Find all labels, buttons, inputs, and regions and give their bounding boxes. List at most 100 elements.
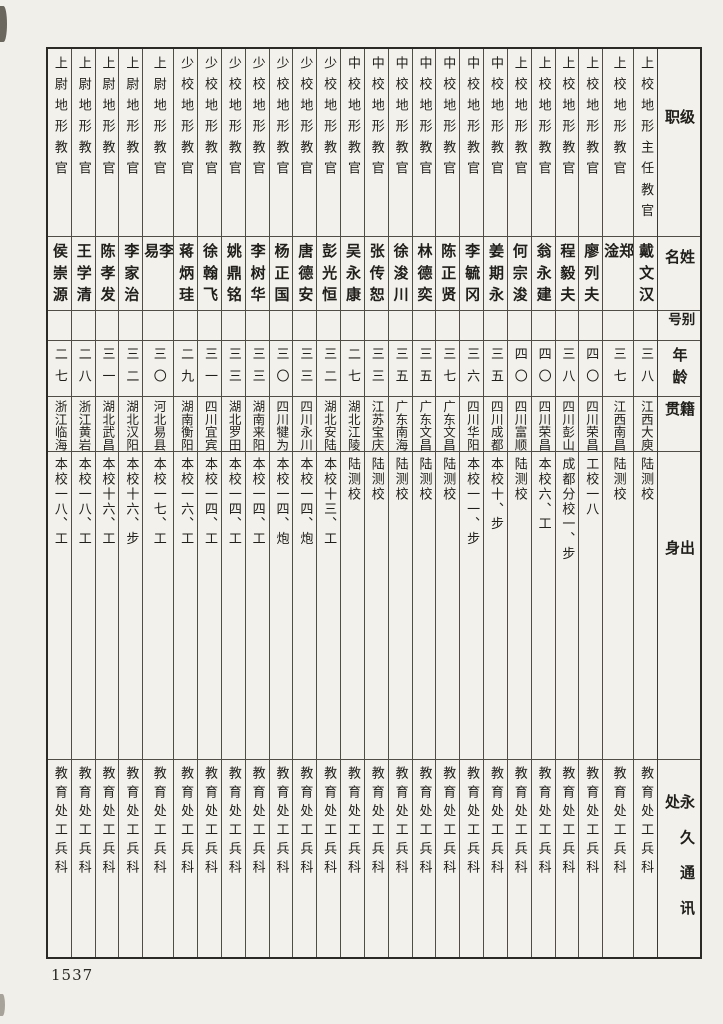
- rank-cell: 上尉地形教官: [47, 49, 71, 237]
- rank-cell: 中校地形教官: [364, 49, 388, 237]
- origin-cell: 本校一六、工: [174, 452, 198, 760]
- native-place-cell: 四川荣昌: [579, 397, 603, 452]
- origin-cell: 陆测校: [507, 452, 531, 760]
- age-cell-text: 二七: [344, 347, 360, 392]
- header-address: 永久通讯处: [658, 760, 700, 957]
- origin-cell: 本校十、步: [484, 452, 507, 760]
- age-cell-text: 四〇: [583, 347, 599, 392]
- name-cell: 姜期永: [484, 237, 507, 311]
- native-place-cell: 浙江黄岩: [71, 397, 95, 452]
- native-place-cell-text: 江西南昌: [611, 400, 627, 451]
- origin-cell: 本校十六、步: [119, 452, 143, 760]
- name-cell-text: 李家治: [122, 243, 141, 309]
- native-place-cell: 江西南昌: [603, 397, 634, 452]
- origin-cell-text: 陆测校: [344, 457, 360, 502]
- native-place-cell: 四川永川: [293, 397, 317, 452]
- name-cell: 徐翰飞: [198, 237, 221, 311]
- rank-cell: 上尉地形教官: [71, 49, 95, 237]
- rank-cell-text: 上校地形教官: [559, 56, 575, 183]
- name-cell-text: 程毅夫: [558, 243, 577, 309]
- rank-cell-text: 中校地形教官: [487, 56, 503, 183]
- rank-cell-text: 少校地形教官: [202, 56, 217, 183]
- origin-cell-text: 陆测校: [440, 457, 456, 502]
- address-cell-text: 教育处工兵科: [610, 766, 626, 880]
- age-cell-text: 二九: [178, 347, 194, 392]
- age-cell: 三三: [293, 341, 317, 397]
- origin-cell: 陆测校: [364, 452, 388, 760]
- age-cell-text: 二七: [51, 347, 67, 392]
- alias-cell: [412, 311, 436, 341]
- alias-cell: [221, 311, 245, 341]
- person-column: 上校地形教官 翁永建 四〇 四川荣昌 本校六、工 教育处工兵科: [530, 49, 555, 957]
- person-column: 中校地形教官 陈正贤 三七 广东文昌 陆测校 教育处工兵科: [435, 49, 460, 957]
- origin-cell: 本校一八、工: [47, 452, 71, 760]
- rank-cell: 中校地形教官: [460, 49, 484, 237]
- origin-cell-text: 本校一八、工: [75, 457, 91, 547]
- native-place-cell-text: 浙江临海: [52, 400, 68, 451]
- alias-cell: [95, 311, 119, 341]
- age-cell: 二七: [47, 341, 71, 397]
- origin-cell-text: 本校十六、工: [99, 457, 115, 547]
- native-place-cell-text: 四川成都: [488, 400, 504, 451]
- name-cell-text: 戴文汉: [637, 243, 656, 309]
- alias-cell: [460, 311, 484, 341]
- alias-cell: [388, 311, 412, 341]
- native-place-cell-text: 浙江黄岩: [76, 400, 92, 451]
- name-cell: 张传恕: [364, 237, 388, 311]
- address-cell: 教育处工兵科: [48, 760, 71, 957]
- person-column: 上尉地形教官 李易 三〇 河北易县 本校一七、工 教育处工兵科: [142, 49, 174, 957]
- address-cell-text: 教育处工兵科: [416, 766, 432, 880]
- age-cell-text: 三五: [487, 347, 503, 392]
- origin-cell: 本校一八、工: [71, 452, 95, 760]
- person-column: 少校地形教官 彭光恒 三二 湖北安陆 本校十三、工 教育处工兵科: [316, 49, 341, 957]
- native-place-cell-text: 四川富顺: [512, 400, 528, 451]
- header-alias: 别号: [658, 311, 700, 341]
- native-place-cell: 广东文昌: [436, 397, 460, 452]
- origin-cell-text: 本校一四、炮: [297, 457, 313, 547]
- name-cell: 陈正贤: [436, 237, 460, 311]
- address-cell-text: 教育处工兵科: [75, 766, 91, 880]
- native-place-cell-text: 四川荣昌: [536, 400, 552, 451]
- name-cell-text: 翁永建: [534, 243, 553, 309]
- address-cell-text: 教育处工兵科: [511, 766, 527, 880]
- age-cell: 三三: [221, 341, 245, 397]
- name-cell-text: 何宗浚: [510, 243, 529, 309]
- rank-cell-text: 上尉地形教官: [99, 56, 115, 183]
- name-cell: 陈孝发: [95, 237, 119, 311]
- name-cell-text: 杨正国: [272, 243, 291, 309]
- rank-cell: 上尉地形教官: [119, 49, 143, 237]
- age-cell: 三二: [119, 341, 143, 397]
- rank-cell: 上校地形教官: [531, 49, 555, 237]
- age-cell-text: 三二: [321, 347, 337, 392]
- rank-cell-text: 中校地形教官: [392, 56, 408, 183]
- native-place-cell-text: 江苏宝庆: [369, 400, 385, 451]
- name-cell: 廖列夫: [579, 237, 603, 311]
- age-cell-text: 三八: [638, 347, 654, 392]
- origin-cell: 陆测校: [436, 452, 460, 760]
- native-place-cell-text: 四川荣昌: [584, 400, 599, 451]
- person-column: 上尉地形教官 王学清 二八 浙江黄岩 本校一八、工 教育处工兵科: [70, 49, 95, 957]
- address-cell: 教育处工兵科: [603, 760, 633, 957]
- page-number: 1537: [51, 966, 94, 984]
- name-cell-text: 侯崇源: [50, 243, 69, 309]
- name-cell: 李毓冈: [460, 237, 484, 311]
- rank-cell: 中校地形教官: [341, 49, 364, 237]
- rank-cell: 中校地形教官: [436, 49, 460, 237]
- address-cell-text: 教育处工兵科: [638, 766, 654, 880]
- name-cell-text: 姜期永: [486, 243, 505, 309]
- header-column: 级职 姓名 别号 年龄 籍贯 出身 永久通讯处: [657, 49, 700, 957]
- name-cell: 彭光恒: [317, 237, 341, 311]
- native-place-cell: 湖北江陵: [341, 397, 364, 452]
- alias-cell: [317, 311, 341, 341]
- age-cell: 三三: [245, 341, 269, 397]
- header-origin-label: 出身: [663, 540, 696, 651]
- address-cell-text: 教育处工兵科: [123, 766, 139, 880]
- native-place-cell: 江苏宝庆: [364, 397, 388, 452]
- rank-cell-text: 上校地形教官: [511, 56, 527, 183]
- person-column: 中校地形教官 林德奕 三五 广东文昌 陆测校 教育处工兵科: [411, 49, 436, 957]
- origin-cell-text: 本校十、步: [487, 457, 503, 532]
- native-place-cell-text: 四川彭山: [560, 400, 576, 451]
- native-place-cell-text: 四川宜宾: [202, 400, 218, 451]
- person-column: 上校地形教官 廖列夫 四〇 四川荣昌 工校一八 教育处工兵科: [578, 49, 603, 957]
- origin-cell-text: 陆测校: [416, 457, 432, 502]
